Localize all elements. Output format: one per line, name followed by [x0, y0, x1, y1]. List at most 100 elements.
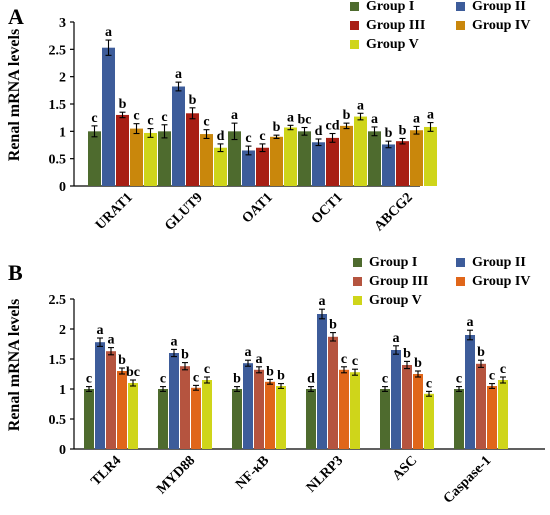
panel-a-bar — [284, 127, 297, 186]
panel-a-x-tick-label: OCT1 — [309, 190, 346, 227]
panel-a-y-tick-label: 0 — [59, 180, 66, 195]
panel-b-x-tick-label: NLRP3 — [304, 453, 347, 496]
panel-b-significance-label: b — [414, 356, 422, 371]
panel-a-significance-label: d — [217, 129, 225, 144]
panel-a-bar — [242, 150, 255, 186]
panel-a-bar — [396, 141, 409, 186]
panel-a-legend: Group I Group II Group III Group IV Group V — [350, 0, 530, 52]
panel-a-significance-label: a — [427, 108, 434, 123]
panel-b-y-tick-label: 0.5 — [49, 413, 67, 428]
panel-b-bar — [380, 389, 390, 449]
panel-a-bar — [172, 86, 185, 186]
panel-b-significance-label: b — [233, 372, 241, 387]
panel-a-bar — [144, 132, 157, 186]
panel-b-significance-label: c — [426, 376, 432, 391]
panel-b-bar — [265, 381, 275, 449]
panel-b-significance-label: a — [108, 333, 115, 348]
panel-b-bar — [487, 386, 497, 449]
panel-b-bar — [106, 351, 116, 449]
panel-b-x-tick-label: Caspase-1 — [441, 453, 495, 507]
panel-b-legend-swatch — [353, 258, 362, 267]
panel-b-significance-label: c — [204, 362, 210, 377]
panel-a-significance-label: a — [175, 67, 182, 82]
panel-b-bar — [117, 371, 127, 449]
panel-b-significance-label: a — [171, 334, 178, 349]
panel-b-bar — [306, 389, 316, 449]
panel-a-bar — [312, 142, 325, 186]
panel-a-legend-swatch — [350, 2, 359, 11]
panel-b-bar — [243, 363, 253, 449]
panel-a-x-tick-label: ABCG2 — [372, 190, 416, 234]
panel-a-bar — [130, 128, 143, 186]
panel-a-legend-label: Group IV — [472, 18, 530, 33]
panel-a-y-tick-label: 1.5 — [49, 98, 67, 113]
panel-a-significance-label: a — [413, 111, 420, 126]
panel-a-bar — [354, 116, 367, 186]
panel-b-legend-item: Group I — [353, 255, 417, 270]
panel-b-legend-label: Group I — [369, 255, 417, 270]
panel-b-x-tick-label: MYD88 — [154, 453, 198, 497]
panel-b-significance-label: bc — [126, 365, 140, 380]
panel-a-bar — [158, 131, 171, 186]
panel-a-x-tick-label: OAT1 — [240, 190, 276, 226]
panel-a-significance-label: a — [231, 108, 238, 123]
panel-a-significance-label: c — [133, 109, 139, 124]
panel-b-significance-label: b — [266, 364, 274, 379]
panel-b-significance-label: c — [160, 372, 166, 387]
panel-b-y-tick-label: 2.5 — [49, 293, 67, 308]
panel-b-y-tick-label: 1.5 — [49, 353, 67, 368]
panel-b-legend-item: Group II — [456, 255, 526, 270]
panel-b-significance-label: d — [307, 372, 315, 387]
panel-a-significance-label: a — [371, 112, 378, 127]
panel-a-legend-swatch — [350, 40, 359, 49]
panel-b-significance-label: c — [86, 372, 92, 387]
panel-b-legend-label: Group III — [369, 274, 428, 289]
panel-a-significance-label: a — [287, 110, 294, 125]
panel-a-y-tick-label: 1 — [59, 125, 66, 140]
panel-b-significance-label: c — [193, 370, 199, 385]
panel-a-legend-item: Group IV — [456, 18, 530, 33]
panel-b-bar — [454, 389, 464, 449]
panel-a-bar — [340, 125, 353, 186]
panel-b-legend-item: Group V — [353, 293, 422, 308]
panel-b-category-group: ba ab b — [232, 345, 286, 449]
panel-a-legend-label: Group V — [366, 37, 419, 52]
panel-a-significance-label: c — [245, 131, 251, 146]
panel-b-bar — [191, 387, 201, 449]
panel-a-bar — [410, 130, 423, 186]
panel-a-legend-item: Group I — [350, 0, 414, 14]
panel-a-legend-item: Group V — [350, 37, 419, 52]
panel-a-y-axis-title: Renal mRNA levels — [6, 29, 23, 161]
panel-a-y-tick-label: 0.5 — [49, 153, 67, 168]
panel-a-legend-label: Group I — [366, 0, 414, 14]
panel-a-legend-swatch — [350, 21, 359, 30]
panel-a-y-tick-label: 2.5 — [49, 43, 67, 58]
panel-b-bar — [158, 389, 168, 449]
panel-a-bar — [368, 131, 381, 186]
panel-b-bar — [339, 369, 349, 449]
panel-b-significance-label: c — [489, 369, 495, 384]
panel-b-bar — [465, 335, 475, 449]
panel-a-significance-label: b — [385, 126, 393, 141]
panel-a-bar — [298, 131, 311, 186]
panel-b-y-tick-label: 2 — [59, 323, 66, 338]
panel-b-bar — [202, 380, 212, 449]
panel-b: B Renal mRNA levels 00.511.522.5 caabbcT… — [6, 255, 545, 507]
panel-a-bar — [326, 137, 339, 186]
panel-a-bar — [186, 113, 199, 186]
panel-a-x-tick-label: URAT1 — [93, 190, 136, 233]
panel-a-x-tick-label: GLUT9 — [162, 190, 206, 234]
panel-a-significance-label: c — [161, 110, 167, 125]
panel-a-legend-label: Group III — [366, 18, 425, 33]
panel-b-significance-label: a — [319, 294, 326, 309]
panel-b-significance-label: b — [118, 353, 126, 368]
panel-a-legend-item: Group II — [456, 0, 526, 14]
panel-b-bar — [169, 353, 179, 449]
panel-a-bar — [228, 131, 241, 186]
